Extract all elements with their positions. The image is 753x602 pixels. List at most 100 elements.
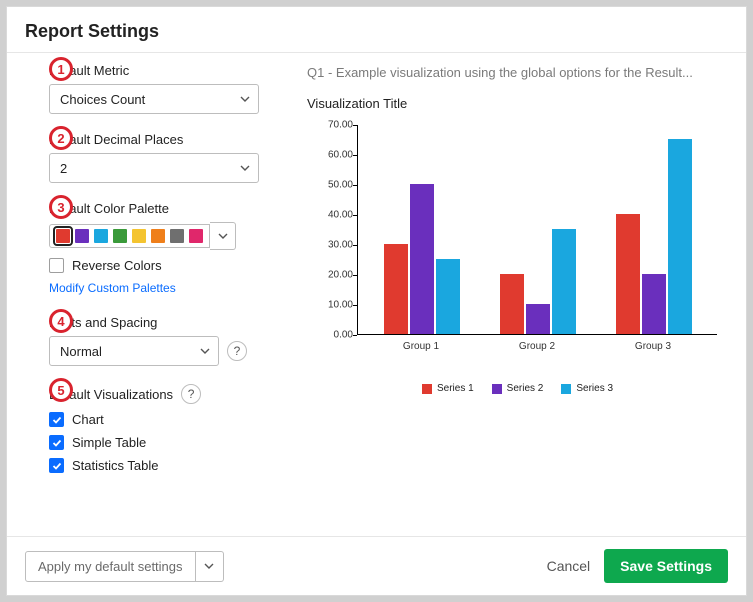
y-tick-mark — [353, 275, 357, 276]
legend-label: Series 2 — [507, 383, 544, 394]
reverse-colors-checkbox[interactable] — [49, 258, 64, 273]
y-tick-label: 30.00 — [307, 240, 353, 251]
default-metric-label: Default Metric — [49, 63, 287, 78]
decimal-places-select[interactable]: 2 — [49, 153, 259, 183]
callout-badge: 1 — [49, 57, 73, 81]
x-group-label: Group 3 — [635, 341, 671, 352]
y-tick-label: 0.00 — [307, 330, 353, 341]
chart-bar — [668, 139, 692, 334]
palette-swatch[interactable] — [151, 229, 165, 243]
visualization-checkbox[interactable] — [49, 412, 64, 427]
legend-item: Series 1 — [422, 383, 474, 394]
preview-caption: Q1 - Example visualization using the glo… — [307, 65, 728, 80]
y-tick-label: 10.00 — [307, 300, 353, 311]
chart-bar — [500, 274, 524, 334]
section-default-metric: 1 Default Metric Choices Count — [49, 63, 287, 114]
y-tick-mark — [353, 245, 357, 246]
color-palette-picker[interactable] — [49, 222, 287, 250]
fonts-spacing-value: Normal — [60, 344, 102, 359]
callout-badge: 5 — [49, 378, 73, 402]
palette-swatch[interactable] — [56, 229, 70, 243]
visualization-check-row: Statistics Table — [49, 458, 287, 473]
y-tick-label: 20.00 — [307, 270, 353, 281]
palette-swatch[interactable] — [170, 229, 184, 243]
palette-swatches[interactable] — [49, 224, 210, 248]
visualization-checkbox[interactable] — [49, 435, 64, 450]
legend-label: Series 1 — [437, 383, 474, 394]
chart-legend: Series 1 Series 2 Series 3 — [307, 383, 728, 394]
chart-bar — [410, 184, 434, 334]
visualization-check-row: Simple Table — [49, 435, 287, 450]
chevron-down-icon — [240, 163, 250, 173]
legend-label: Series 3 — [576, 383, 613, 394]
chart-bar — [642, 274, 666, 334]
modal-body: 1 Default Metric Choices Count 2 Default… — [7, 53, 746, 536]
legend-item: Series 2 — [492, 383, 544, 394]
decimal-places-label: Default Decimal Places — [49, 132, 287, 147]
callout-badge: 3 — [49, 195, 73, 219]
y-tick-label: 70.00 — [307, 120, 353, 131]
default-metric-value: Choices Count — [60, 92, 145, 107]
legend-swatch — [561, 384, 571, 394]
chart-bar — [384, 244, 408, 334]
y-tick-label: 40.00 — [307, 210, 353, 221]
cancel-button[interactable]: Cancel — [533, 550, 605, 582]
palette-swatch[interactable] — [94, 229, 108, 243]
visualization-checkbox[interactable] — [49, 458, 64, 473]
visualization-check-label: Statistics Table — [72, 458, 158, 473]
callout-badge: 2 — [49, 126, 73, 150]
palette-swatch[interactable] — [75, 229, 89, 243]
section-decimal-places: 2 Default Decimal Places 2 — [49, 132, 287, 183]
legend-swatch — [492, 384, 502, 394]
plot-area — [357, 125, 717, 335]
color-palette-label: Default Color Palette — [49, 201, 287, 216]
decimal-places-value: 2 — [60, 161, 67, 176]
modal-title: Report Settings — [25, 21, 728, 42]
section-fonts-spacing: 4 Fonts and Spacing Normal ? — [49, 315, 287, 366]
visualization-check-label: Chart — [72, 412, 104, 427]
preview-column: Q1 - Example visualization using the glo… — [287, 63, 728, 536]
y-tick-label: 50.00 — [307, 180, 353, 191]
modal-header: Report Settings — [7, 7, 746, 53]
chart-bar — [552, 229, 576, 334]
chart-bar — [436, 259, 460, 334]
settings-column: 1 Default Metric Choices Count 2 Default… — [17, 63, 287, 536]
legend-item: Series 3 — [561, 383, 613, 394]
chevron-down-icon — [240, 94, 250, 104]
reverse-colors-row: Reverse Colors — [49, 258, 287, 273]
palette-swatch[interactable] — [113, 229, 127, 243]
palette-dropdown-button[interactable] — [210, 222, 236, 250]
visualization-check-label: Simple Table — [72, 435, 146, 450]
modify-palettes-link[interactable]: Modify Custom Palettes — [49, 281, 176, 295]
preview-chart: 0.00 10.00 20.00 30.00 40.00 50.00 60.00 70.00 G… — [307, 117, 727, 377]
default-metric-select[interactable]: Choices Count — [49, 84, 259, 114]
palette-swatch[interactable] — [132, 229, 146, 243]
y-tick-mark — [353, 305, 357, 306]
report-settings-modal: Report Settings 1 Default Metric Choices… — [6, 6, 747, 596]
section-color-palette: 3 Default Color Palette Reverse Colors M… — [49, 201, 287, 297]
reverse-colors-label: Reverse Colors — [72, 258, 162, 273]
help-icon[interactable]: ? — [181, 384, 201, 404]
y-tick-mark — [353, 215, 357, 216]
y-tick-label: 60.00 — [307, 150, 353, 161]
apply-defaults-dropdown[interactable] — [196, 551, 224, 582]
palette-swatch[interactable] — [189, 229, 203, 243]
y-tick-mark — [353, 125, 357, 126]
visualization-checks: Chart Simple Table Statistics Table — [49, 412, 287, 473]
modal-footer: Apply my default settings Cancel Save Se… — [7, 536, 746, 595]
chevron-down-icon — [200, 346, 210, 356]
callout-badge: 4 — [49, 309, 73, 333]
y-tick-mark — [353, 155, 357, 156]
help-icon[interactable]: ? — [227, 341, 247, 361]
save-settings-button[interactable]: Save Settings — [604, 549, 728, 583]
y-tick-mark — [353, 335, 357, 336]
apply-defaults-button[interactable]: Apply my default settings — [25, 551, 196, 582]
visualization-title: Visualization Title — [307, 96, 728, 111]
x-group-label: Group 1 — [403, 341, 439, 352]
chart-bar — [526, 304, 550, 334]
legend-swatch — [422, 384, 432, 394]
apply-defaults-group: Apply my default settings — [25, 551, 224, 582]
section-default-visualizations: 5 Default Visualizations ? ChartSimple T… — [49, 384, 287, 473]
fonts-spacing-select[interactable]: Normal — [49, 336, 219, 366]
fonts-spacing-label: Fonts and Spacing — [49, 315, 287, 330]
